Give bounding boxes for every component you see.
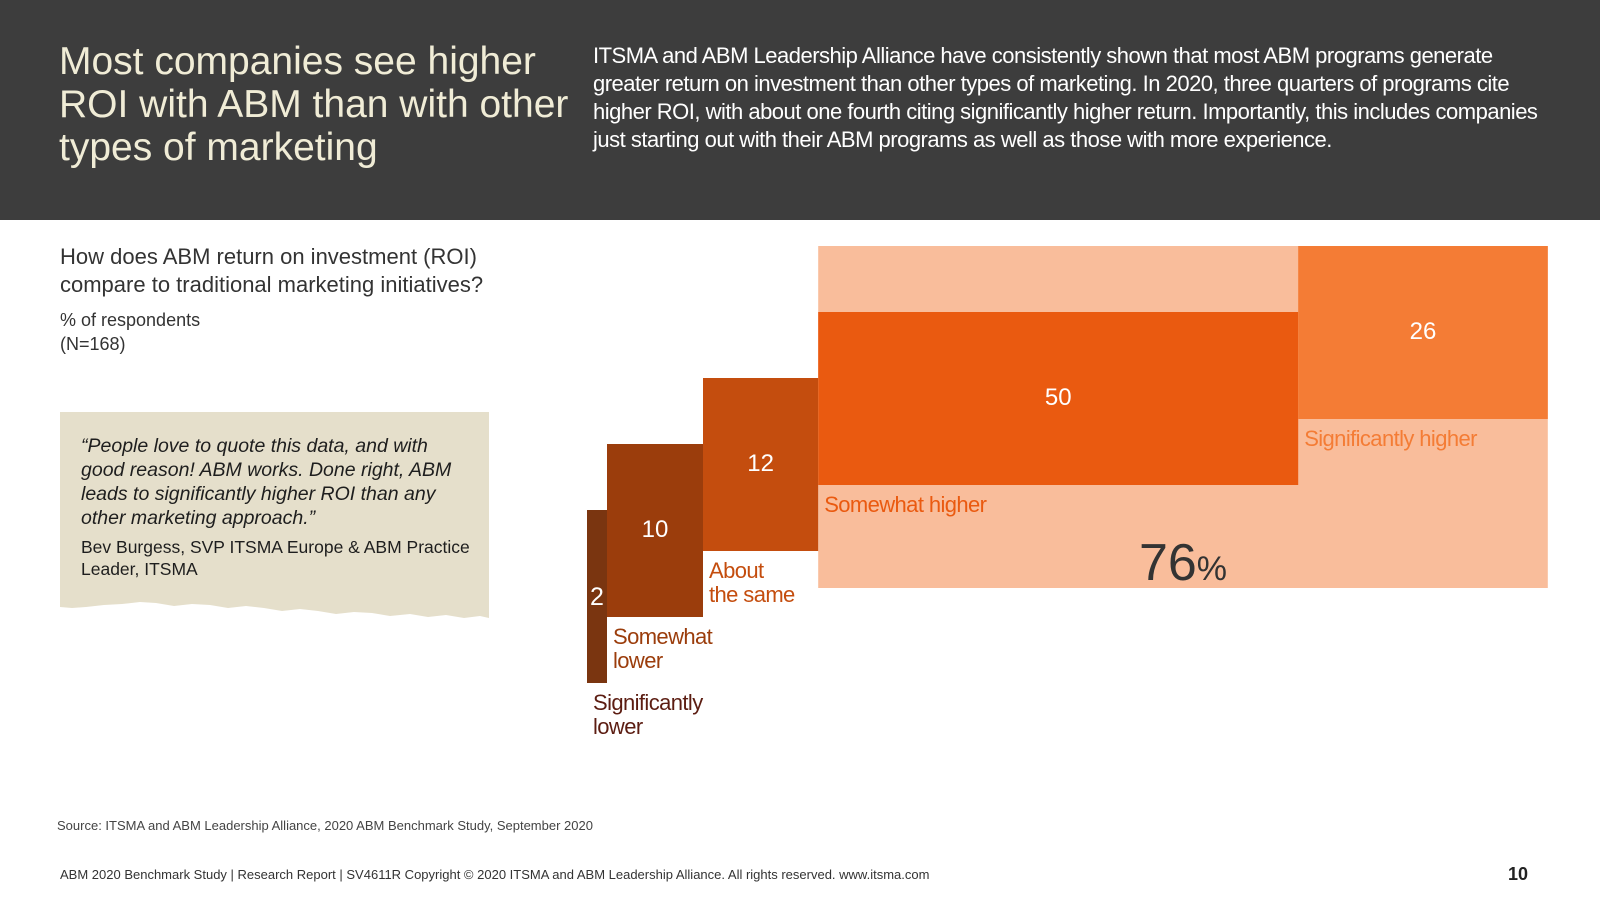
quote-box: “People love to quote this data, and wit…	[60, 412, 489, 622]
total-higher-value: 76	[1139, 534, 1197, 592]
bar-value-label-4: 26	[1410, 318, 1437, 345]
bar-value-label-0: 2	[590, 583, 604, 611]
category-label-line: Somewhat	[613, 624, 713, 649]
bar-0	[587, 510, 607, 683]
torn-paper-background	[60, 412, 489, 618]
bar-1	[607, 444, 703, 617]
bar-value-label-3: 50	[1045, 384, 1072, 411]
total-higher-label: 76%	[1139, 534, 1227, 592]
category-label-1: Somewhat lower	[613, 624, 713, 673]
total-higher-unit: %	[1197, 550, 1227, 588]
category-label-line: Significantly	[593, 690, 703, 715]
category-label-line: the same	[709, 582, 795, 607]
category-label-line: lower	[593, 714, 643, 739]
bar-2	[703, 378, 819, 551]
sample-size-label: (N=168)	[60, 334, 126, 354]
quote-text: “People love to quote this data, and wit…	[81, 435, 452, 529]
category-label-4: Significantly higher	[1304, 426, 1477, 451]
category-label-line: Somewhat higher	[824, 492, 986, 517]
intro-paragraph: ITSMA and ABM Leadership Alliance have c…	[593, 43, 1538, 152]
category-label-line: lower	[613, 648, 663, 673]
bar-4	[1298, 246, 1548, 419]
category-label-0: Significantly lower	[593, 690, 703, 739]
page-title: Most companies see higher ROI with ABM t…	[59, 40, 569, 169]
source-note: Source: ITSMA and ABM Leadership Allianc…	[57, 818, 593, 833]
bar-value-label-2: 12	[747, 450, 774, 477]
category-label-3: Somewhat higher	[824, 492, 986, 517]
header-band: Most companies see higher ROI with ABM t…	[0, 0, 1600, 220]
category-label-2: About the same	[709, 558, 795, 607]
category-label-line: About	[709, 558, 764, 583]
category-label-line: Significantly higher	[1304, 426, 1477, 451]
quote-author: Bev Burgess, SVP ITSMA Europe & ABM Prac…	[81, 537, 470, 579]
bar-value-label-1: 10	[642, 516, 669, 543]
chart-question: How does ABM return on investment (ROI) …	[60, 244, 484, 297]
footer-copyright: ABM 2020 Benchmark Study | Research Repo…	[60, 867, 930, 882]
bar-3	[818, 312, 1299, 485]
unit-label: % of respondents	[60, 310, 201, 330]
page-number: 10	[1508, 864, 1529, 884]
